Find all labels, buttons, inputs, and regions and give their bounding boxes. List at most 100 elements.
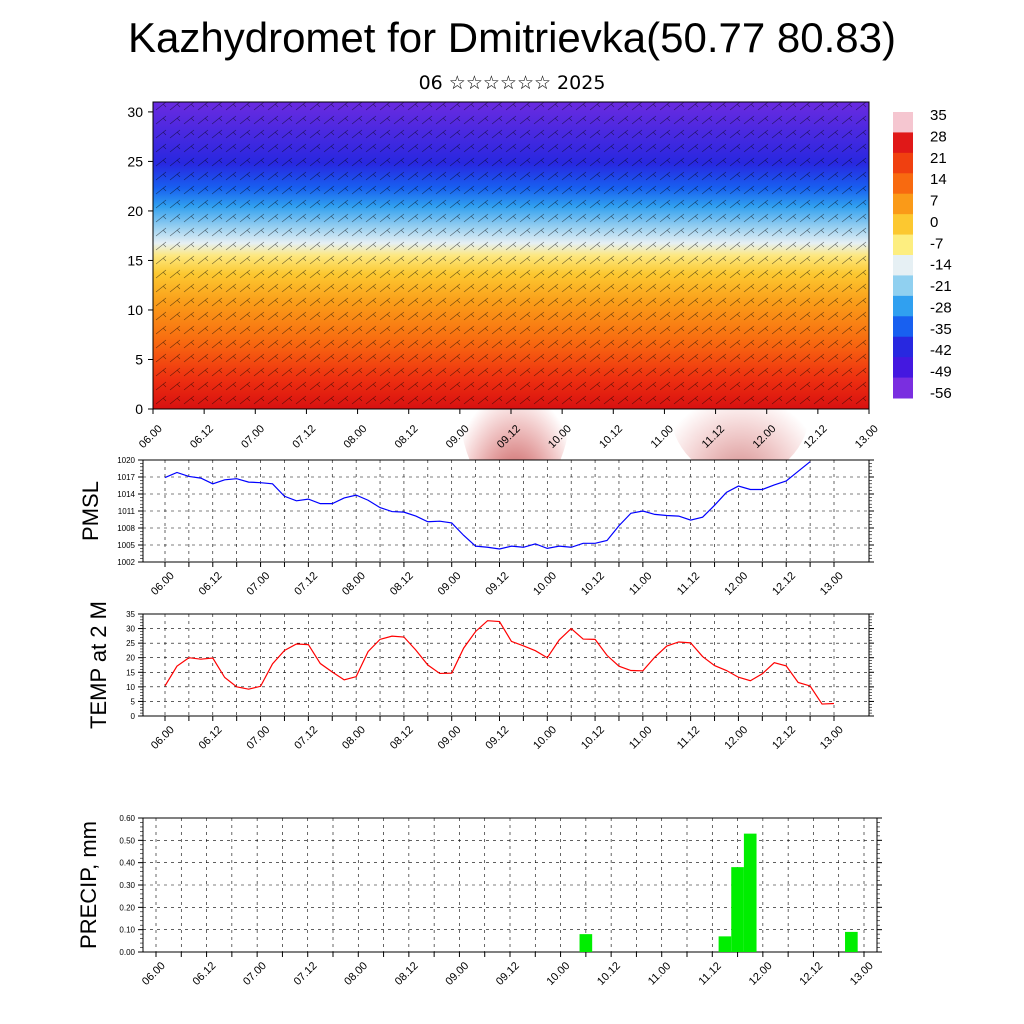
page-title: Kazhydromet for Dmitrievka(50.77 80.83) (128, 14, 896, 61)
colorbar-label: 7 (930, 193, 938, 210)
x-tick-label: 06.12 (190, 960, 218, 988)
x-tick-label: 06.12 (197, 570, 225, 598)
x-tick-label: 08.00 (342, 960, 370, 988)
x-tick-label: 10.12 (579, 570, 607, 598)
x-tick-label: 08.12 (393, 960, 421, 988)
y-tick-label: 30 (127, 104, 143, 120)
x-tick-label: 09.12 (483, 570, 511, 598)
x-tick-label: 06.00 (149, 724, 177, 752)
x-tick-label: 12.12 (770, 724, 798, 752)
temp2m-frame (142, 613, 870, 717)
x-tick-label: 07.12 (292, 570, 320, 598)
y-tick-label: 1014 (117, 490, 135, 499)
colorbar-label: -28 (930, 299, 952, 316)
x-tick-label: 09.00 (443, 960, 471, 988)
colorbar-swatch (893, 377, 913, 399)
colorbar-swatch (893, 316, 913, 338)
x-tick-label: 06.12 (197, 724, 225, 752)
colorbar-label: -14 (930, 257, 952, 274)
y-tick-label: 20 (126, 654, 135, 663)
wind-barbs (153, 102, 869, 409)
x-tick-label: 07.12 (290, 423, 318, 451)
colorbar-label: 0 (930, 214, 938, 231)
colorbar-label: -7 (930, 235, 943, 252)
x-tick-label: 11.00 (649, 423, 676, 450)
x-tick-label: 11.12 (675, 570, 702, 597)
x-tick-label: 07.00 (241, 960, 269, 988)
y-tick-label: 5 (131, 697, 136, 706)
colorbar-swatch (893, 234, 913, 256)
y-tick-label: 10 (126, 683, 135, 692)
y-tick-label: 0.50 (119, 836, 135, 845)
x-tick-label: 10.00 (544, 960, 572, 988)
x-tick-label: 13.00 (818, 570, 846, 598)
x-tick-label: 09.12 (483, 724, 511, 752)
colorbar-swatch (893, 214, 913, 236)
y-tick-label: 1011 (118, 507, 136, 516)
x-tick-label: 13.00 (853, 423, 881, 451)
y-tick-label: 0.60 (119, 814, 135, 823)
y-tick-label: 1017 (117, 473, 135, 482)
x-tick-label: 09.00 (436, 570, 464, 598)
colorbar-label: 28 (930, 128, 947, 145)
colorbar-swatch (893, 132, 913, 154)
x-tick-label: 09.00 (436, 724, 464, 752)
colorbar-swatch (893, 295, 913, 317)
x-tick-label: 10.12 (597, 423, 625, 451)
y-tick-label: 25 (126, 639, 135, 648)
y-tick-label: 15 (126, 668, 135, 677)
x-tick-label: 10.12 (595, 960, 623, 988)
x-tick-label: 11.00 (646, 960, 673, 987)
y-tick-label: 0 (131, 712, 136, 721)
x-tick-label: 07.12 (292, 960, 320, 988)
y-axis-label: PMSL (78, 481, 103, 541)
colorbar-label: -42 (930, 342, 952, 359)
x-tick-label: 06.12 (188, 423, 216, 451)
x-tick-label: 09.12 (494, 960, 522, 988)
y-tick-label: 20 (127, 203, 143, 219)
x-tick-label: 10.12 (579, 724, 607, 752)
colorbar-label: -49 (930, 364, 952, 381)
precip-bar (718, 936, 732, 952)
x-tick-label: 11.00 (627, 570, 654, 597)
y-tick-label: 1002 (117, 558, 135, 567)
precip-bar (731, 867, 744, 952)
precip-bar (743, 833, 757, 952)
colorbar-swatch (893, 336, 913, 358)
y-tick-label: 1020 (117, 456, 135, 465)
colorbar-label: 35 (930, 107, 947, 124)
y-tick-label: 15 (127, 252, 143, 268)
precip-bar (579, 934, 593, 952)
colorbar-swatch (893, 112, 913, 133)
colorbar-label: -35 (930, 321, 952, 338)
temp-series-line (164, 620, 835, 705)
y-axis-label: TEMP at 2 M (86, 601, 111, 729)
x-tick-label: 07.00 (239, 423, 267, 451)
x-tick-label: 06.00 (149, 570, 177, 598)
x-tick-label: 06.00 (137, 423, 165, 451)
x-tick-label: 12.12 (797, 960, 825, 988)
x-tick-label: 08.00 (340, 724, 368, 752)
x-tick-label: 11.00 (627, 724, 654, 751)
x-tick-label: 07.00 (244, 570, 272, 598)
colorbar-swatch (893, 275, 913, 297)
x-tick-label: 11.12 (675, 724, 702, 751)
x-tick-label: 08.12 (393, 423, 421, 451)
x-tick-label: 12.12 (770, 570, 798, 598)
y-tick-label: 25 (127, 153, 143, 169)
x-tick-label: 08.00 (341, 423, 369, 451)
colorbar-label: -56 (930, 385, 952, 402)
page-subtitle: 06 ☆☆☆☆☆☆ 2025 (418, 72, 606, 94)
x-tick-label: 08.12 (388, 570, 416, 598)
colorbar-swatch (893, 193, 913, 215)
y-tick-label: 35 (126, 610, 135, 619)
x-tick-label: 13.00 (818, 724, 846, 752)
x-tick-label: 12.00 (747, 960, 775, 988)
x-tick-label: 12.00 (722, 570, 750, 598)
x-tick-label: 13.00 (848, 960, 876, 988)
colorbar-label: 21 (930, 150, 947, 167)
y-tick-label: 10 (127, 302, 143, 318)
x-tick-label: 12.00 (722, 724, 750, 752)
y-axis-label: PRECIP, mm (76, 821, 101, 949)
